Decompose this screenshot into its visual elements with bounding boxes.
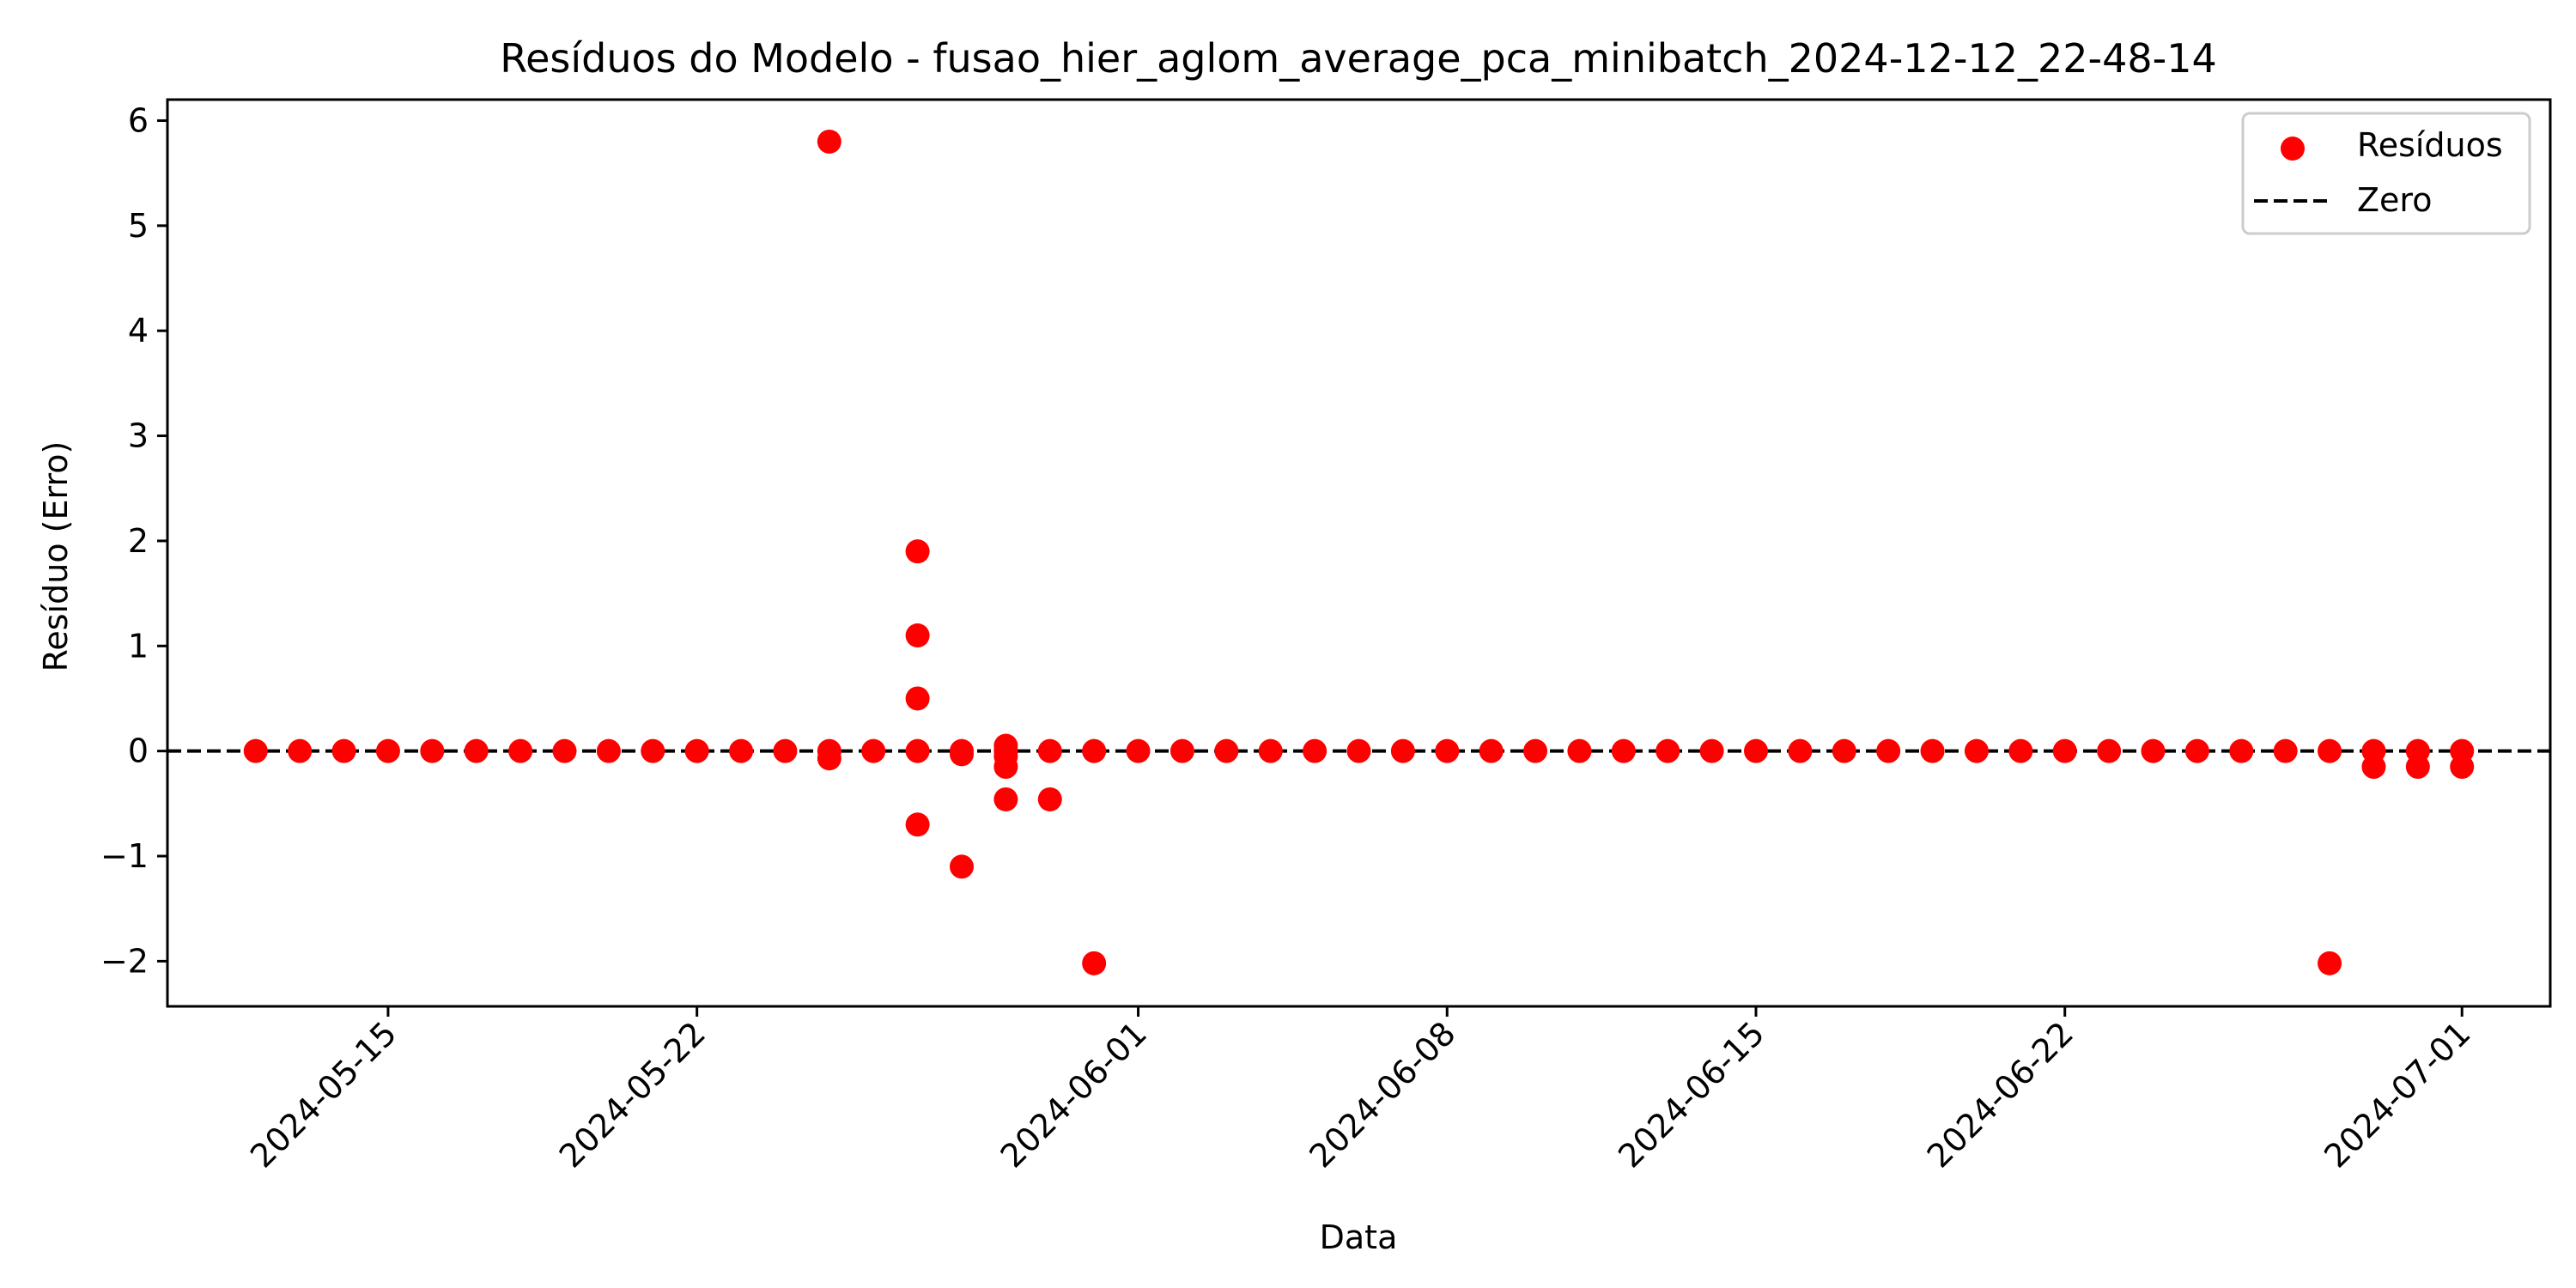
x-tick-label: 2024-06-22 [1920,1014,2081,1175]
data-point [1611,738,1636,763]
data-point [508,738,533,763]
data-point [2052,738,2077,763]
x-tick-label: 2024-05-22 [552,1014,713,1175]
y-tick-label: 6 [128,101,149,139]
data-point [905,539,930,564]
data-point [905,686,930,711]
data-point [1037,787,1062,811]
data-point [2273,738,2298,763]
y-tick-label: 3 [128,417,149,455]
data-point [1346,738,1371,763]
data-point [1258,738,1283,763]
data-point [1170,738,1194,763]
y-tick-label: 0 [128,732,149,770]
y-tick-label: 4 [128,312,149,349]
y-axis: −2 −1 0 1 2 3 4 5 6 [100,101,167,980]
data-point [993,787,1018,811]
x-axis: 2024-05-15 2024-05-22 2024-06-01 2024-06-08… [243,1006,2478,1176]
legend-marker-residuos [2281,137,2305,161]
data-point [861,738,886,763]
data-point [684,738,709,763]
data-point [1832,738,1856,763]
data-point [2229,738,2254,763]
y-tick-label: 5 [128,207,149,245]
data-point [729,738,754,763]
data-point [905,738,930,763]
y-tick-label: 2 [128,522,149,560]
legend-label-residuos: Resíduos [2357,126,2503,164]
legend-frame [2241,112,2531,235]
y-tick-label: −2 [100,942,149,980]
legend-label-zero: Zero [2357,181,2432,219]
data-point [1656,738,1680,763]
x-axis-label: Data [1320,1218,1398,1256]
data-point [2141,738,2166,763]
data-point [1082,951,1107,975]
data-point [420,738,445,763]
data-point [1567,738,1592,763]
data-point [596,738,621,763]
data-point [2450,755,2475,780]
x-tick-label: 2024-06-01 [993,1014,1154,1175]
data-point [1479,738,1504,763]
data-point [331,738,356,763]
data-point [1390,738,1415,763]
data-point [1126,738,1151,763]
y-tick-label: 1 [128,627,149,665]
data-point [2008,738,2033,763]
data-point [641,738,665,763]
data-point [243,738,268,763]
x-tick-label: 2024-06-15 [1611,1014,1771,1175]
data-point [773,738,798,763]
data-point [1964,738,1989,763]
data-point [950,742,974,767]
data-point [375,738,400,763]
data-point [464,738,489,763]
y-tick-label: −1 [100,837,149,875]
data-point [905,812,930,837]
data-point [2361,755,2386,780]
data-point [2184,738,2209,763]
legend: Resíduos Zero [2241,112,2531,235]
data-point [817,746,841,771]
data-point [1699,738,1724,763]
data-point [1082,738,1107,763]
data-point [817,129,841,154]
chart-title: Resíduos do Modelo - fusao_hier_aglom_av… [500,35,2217,82]
x-tick-label: 2024-07-01 [2317,1014,2477,1175]
data-point [1435,738,1460,763]
data-point [1037,738,1062,763]
data-point [1744,738,1768,763]
data-point [1920,738,1945,763]
data-point [1788,738,1813,763]
data-point [1214,738,1239,763]
x-tick-label: 2024-05-15 [243,1014,404,1175]
x-tick-label: 2024-06-08 [1302,1014,1462,1175]
data-point [2405,755,2430,780]
data-point [2318,951,2342,975]
axes-frame [166,98,2552,1008]
data-point [905,623,930,648]
data-point [950,854,974,879]
y-axis-label: Resíduo (Erro) [37,441,75,672]
plot-area [166,98,2552,1008]
data-point [993,744,1018,769]
data-point [1876,738,1901,763]
data-point [288,738,313,763]
data-point [2097,738,2122,763]
data-point [552,738,577,763]
data-point [1523,738,1548,763]
data-point [2318,738,2342,763]
data-point [1303,738,1327,763]
